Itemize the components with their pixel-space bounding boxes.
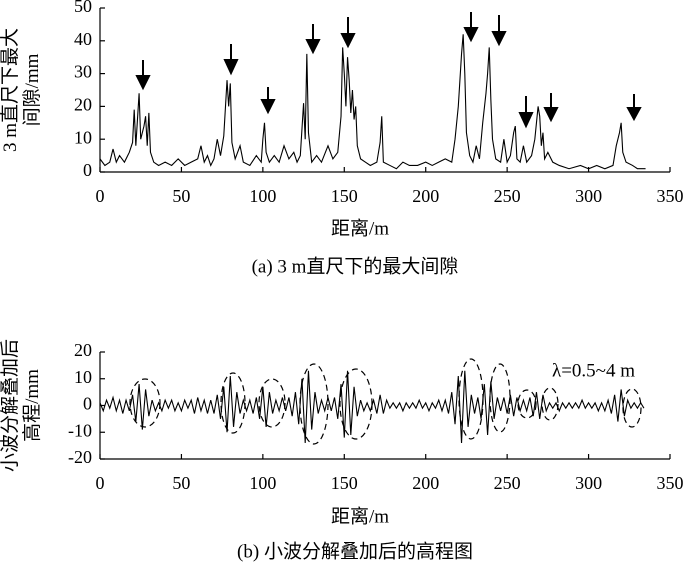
y-tick-label: 50	[74, 0, 92, 16]
y-tick-label: 0	[83, 160, 92, 180]
x-tick-label: 150	[331, 186, 358, 206]
y-tick-label: 20	[74, 95, 92, 115]
x-tick-label: 50	[172, 186, 190, 206]
y-axis-label: 小波分解叠加后高程/mm	[0, 339, 43, 472]
y-tick-label: -10	[68, 420, 92, 440]
x-tick-label: 300	[575, 186, 602, 206]
y-axis-label-line: 间隙/mm	[21, 53, 43, 126]
caption: (b) 小波分解叠加后的高程图	[237, 540, 473, 562]
x-tick-label: 100	[249, 186, 276, 206]
y-axis-label-line: 小波分解叠加后	[0, 339, 21, 472]
x-tick-label: 150	[331, 473, 358, 493]
x-tick-label: 100	[249, 473, 276, 493]
y-tick-label: 10	[74, 127, 92, 147]
x-tick-label: 50	[172, 473, 190, 493]
y-tick-label: 10	[74, 367, 92, 387]
data-line	[99, 34, 646, 170]
annotation: λ=0.5~4 m	[552, 360, 635, 381]
y-tick-label: 30	[74, 62, 92, 82]
y-tick-label: 20	[74, 340, 92, 360]
x-tick-label: 250	[494, 473, 521, 493]
x-tick-label: 350	[657, 186, 684, 206]
x-axis-label: 距离/m	[331, 217, 389, 239]
x-tick-label: 200	[412, 186, 439, 206]
arrows	[135, 12, 642, 129]
x-tick-label: 250	[494, 186, 521, 206]
x-tick-label: 200	[412, 473, 439, 493]
y-axis-label-line: 3 m直尺下最大	[0, 28, 21, 152]
x-tick-label: 300	[575, 473, 602, 493]
y-axis-label-line: 高程/mm	[21, 369, 43, 442]
y-axis-label: 3 m直尺下最大间隙/mm	[0, 28, 43, 152]
y-tick-label: -20	[68, 447, 92, 467]
y-tick-label: 40	[74, 29, 92, 49]
x-tick-label: 350	[657, 473, 684, 493]
x-axis-label: 距离/m	[331, 505, 389, 527]
caption: (a) 3 m直尺下的最大间隙	[252, 255, 459, 277]
x-tick-label: 0	[96, 473, 105, 493]
y-tick-label: 0	[83, 394, 92, 414]
data-line	[99, 370, 645, 443]
x-tick-label: 0	[96, 186, 105, 206]
